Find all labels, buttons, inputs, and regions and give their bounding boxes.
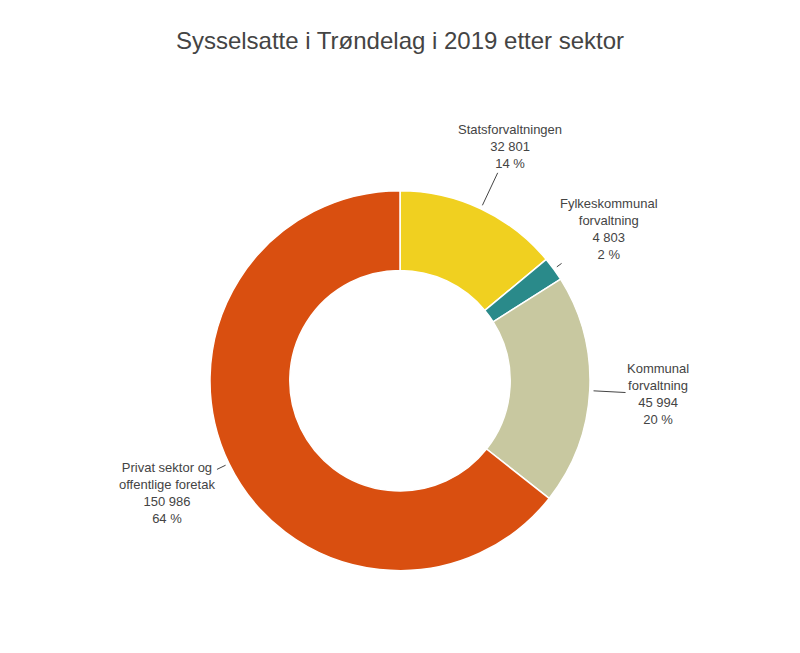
- svg-text:Statsforvaltningen32 80114 %: Statsforvaltningen32 80114 %: [458, 122, 562, 171]
- svg-text:Fylkeskommunalforvaltning4 803: Fylkeskommunalforvaltning4 8032 %: [560, 196, 658, 262]
- svg-text:Sysselsatte i Trøndelag i 2019: Sysselsatte i Trøndelag i 2019 etter sek…: [176, 27, 624, 54]
- svg-text:Kommunalforvaltning45 99420 %: Kommunalforvaltning45 99420 %: [627, 361, 689, 427]
- svg-text:Privat sektor ogoffentlige for: Privat sektor ogoffentlige foretak150 98…: [119, 460, 215, 526]
